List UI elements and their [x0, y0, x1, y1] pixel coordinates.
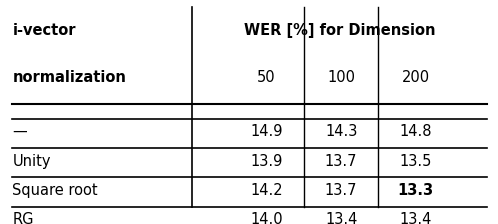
Text: 13.7: 13.7 [325, 154, 358, 169]
Text: RG: RG [12, 212, 34, 224]
Text: 13.4: 13.4 [399, 212, 432, 224]
Text: 100: 100 [327, 70, 355, 85]
Text: 14.0: 14.0 [250, 212, 283, 224]
Text: —: — [12, 124, 27, 138]
Text: Unity: Unity [12, 154, 51, 169]
Text: 13.4: 13.4 [325, 212, 358, 224]
Text: Square root: Square root [12, 183, 98, 198]
Text: 13.9: 13.9 [250, 154, 283, 169]
Text: normalization: normalization [12, 70, 126, 85]
Text: 13.5: 13.5 [399, 154, 432, 169]
Text: 14.9: 14.9 [250, 124, 283, 138]
Text: i-vector: i-vector [12, 23, 76, 38]
Text: 13.3: 13.3 [398, 183, 434, 198]
Text: 13.7: 13.7 [325, 183, 358, 198]
Text: 14.3: 14.3 [325, 124, 358, 138]
Text: 50: 50 [257, 70, 276, 85]
Text: WER [%] for Dimension: WER [%] for Dimension [244, 23, 435, 38]
Text: 200: 200 [402, 70, 430, 85]
Text: 14.8: 14.8 [399, 124, 432, 138]
Text: 14.2: 14.2 [250, 183, 283, 198]
